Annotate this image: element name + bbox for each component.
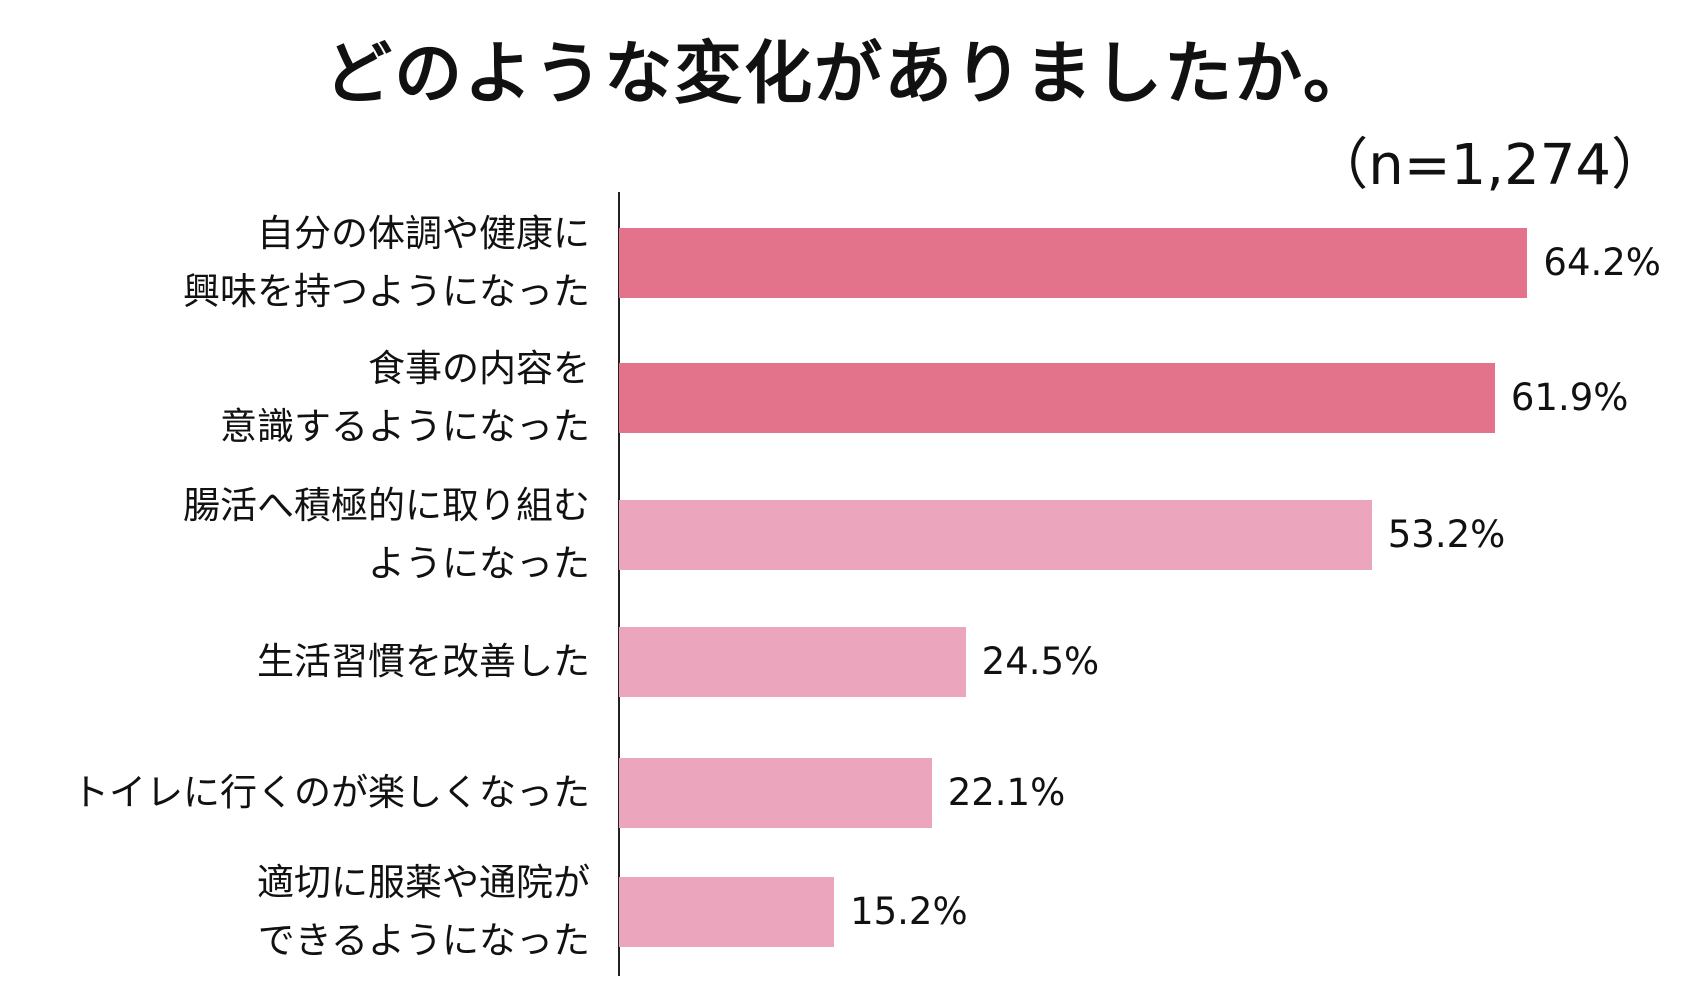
bar — [619, 627, 966, 697]
category-label: 腸活へ積極的に取り組む ようになった — [183, 484, 590, 585]
value-label: 22.1% — [947, 771, 1066, 814]
category-label: 自分の体調や健康に 興味を持つようになった — [183, 212, 590, 313]
bar — [619, 877, 835, 947]
bar — [619, 500, 1372, 570]
category-axis-line — [618, 192, 620, 976]
bar — [619, 228, 1528, 298]
value-label: 24.5% — [981, 640, 1100, 683]
value-label: 64.2% — [1543, 241, 1661, 284]
value-label: 53.2% — [1387, 513, 1506, 556]
category-label: 食事の内容を 意識するようになった — [220, 347, 590, 448]
category-label: 生活習慣を改善した — [257, 640, 590, 683]
chart-title: どのような変化がありましたか。 — [324, 35, 1373, 114]
value-label: 15.2% — [850, 890, 968, 933]
category-label: トイレに行くのが楽しくなった — [72, 771, 590, 814]
value-label: 61.9% — [1510, 376, 1629, 419]
sample-size-label: （n=1,274） — [1312, 133, 1667, 198]
bar — [619, 363, 1495, 433]
category-label: 適切に服薬や通院が できるようになった — [257, 861, 590, 962]
bar — [619, 758, 932, 828]
